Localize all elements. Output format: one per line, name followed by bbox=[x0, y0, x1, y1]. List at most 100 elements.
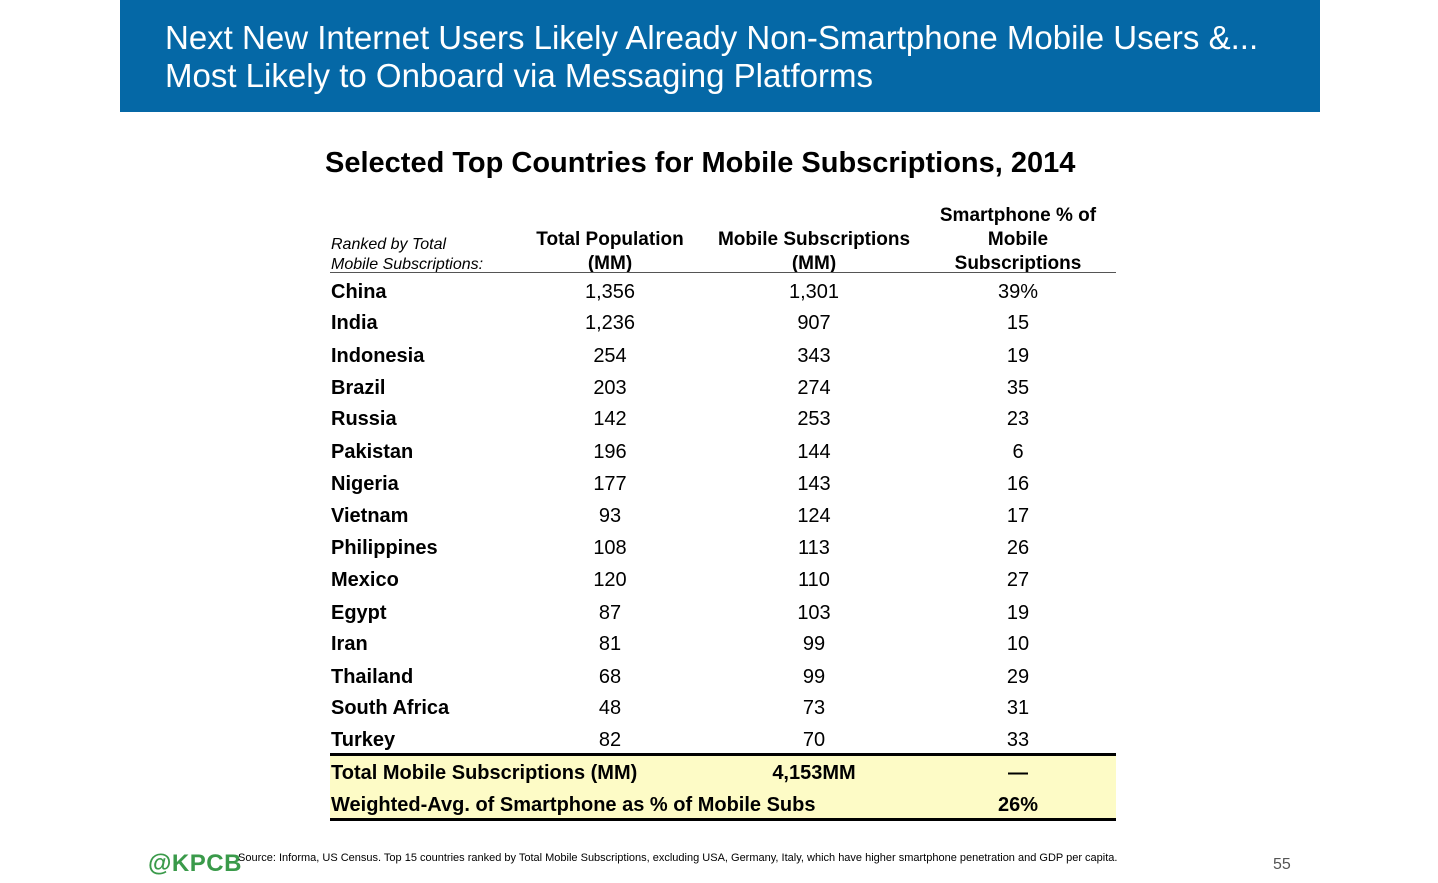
country-name: Vietnam bbox=[331, 505, 409, 527]
slide-title-line-1: Next New Internet Users Likely Already N… bbox=[165, 19, 1259, 56]
subscriptions-value: 1,301 bbox=[788, 281, 840, 303]
total-subscriptions-row: Total Mobile Subscriptions (MM) 4,153MM … bbox=[330, 757, 1116, 789]
table-row: Russia 142 253 23 bbox=[330, 403, 1116, 435]
smartphone-pct-value: 6 bbox=[1012, 441, 1024, 463]
subscriptions-value: 70 bbox=[802, 729, 826, 751]
population-value: 108 bbox=[593, 537, 627, 559]
population-value: 1,236 bbox=[584, 312, 636, 334]
totals-top-rule bbox=[330, 753, 1116, 756]
table-row: Mexico 120 110 27 bbox=[330, 564, 1116, 596]
population-value: 196 bbox=[593, 441, 627, 463]
population-value: 203 bbox=[593, 377, 627, 399]
table-row: Brazil 203 274 35 bbox=[330, 372, 1116, 404]
slide-title-line-2: Most Likely to Onboard via Messaging Pla… bbox=[165, 57, 873, 94]
subscriptions-value: 99 bbox=[802, 633, 826, 655]
country-name: India bbox=[331, 312, 378, 334]
table-row: India 1,236 907 15 bbox=[330, 307, 1116, 339]
subscriptions-value: 144 bbox=[797, 441, 831, 463]
column-header-subscriptions-line-2: (MM) bbox=[791, 253, 837, 274]
subscriptions-value: 110 bbox=[798, 569, 830, 591]
table-row: Iran 81 99 10 bbox=[330, 628, 1116, 660]
kpcb-logo: @KPCB bbox=[148, 850, 242, 877]
population-value: 68 bbox=[598, 666, 622, 688]
weighted-average-row: Weighted-Avg. of Smartphone as % of Mobi… bbox=[330, 789, 1116, 821]
country-name: Indonesia bbox=[331, 345, 425, 367]
country-name: Russia bbox=[331, 408, 397, 430]
total-subscriptions-value: 4,153MM bbox=[772, 762, 856, 784]
subscriptions-value: 253 bbox=[797, 408, 831, 430]
subscriptions-value: 113 bbox=[798, 537, 830, 559]
column-header-smartphone-line-3: Subscriptions bbox=[954, 253, 1082, 274]
table-row: Turkey 82 70 33 bbox=[330, 724, 1116, 756]
smartphone-pct-value: 29 bbox=[1006, 666, 1030, 688]
smartphone-pct-value: 35 bbox=[1006, 377, 1030, 399]
total-subscriptions-pct: — bbox=[1008, 762, 1028, 784]
country-name: Brazil bbox=[331, 377, 386, 399]
subscriptions-value: 274 bbox=[797, 377, 831, 399]
column-header-subscriptions-line-1: Mobile Subscriptions bbox=[717, 229, 911, 250]
weighted-average-label: Weighted-Avg. of Smartphone as % of Mobi… bbox=[331, 794, 816, 816]
smartphone-pct-value: 17 bbox=[1006, 505, 1030, 527]
table-row: Indonesia 254 343 19 bbox=[330, 340, 1116, 372]
smartphone-pct-value: 39% bbox=[997, 281, 1039, 303]
country-name: South Africa bbox=[331, 697, 450, 719]
table-row: Nigeria 177 143 16 bbox=[330, 468, 1116, 500]
smartphone-pct-value: 31 bbox=[1006, 697, 1030, 719]
weighted-average-value: 26% bbox=[997, 794, 1039, 816]
smartphone-pct-value: 19 bbox=[1006, 602, 1030, 624]
smartphone-pct-value: 19 bbox=[1006, 345, 1030, 367]
subscriptions-value: 343 bbox=[797, 345, 831, 367]
smartphone-pct-value: 10 bbox=[1006, 633, 1030, 655]
source-note: Source: Informa, US Census. Top 15 count… bbox=[238, 852, 1118, 864]
smartphone-pct-value: 23 bbox=[1006, 408, 1030, 430]
slide-header-banner: Next New Internet Users Likely Already N… bbox=[120, 0, 1320, 112]
population-value: 81 bbox=[598, 633, 622, 655]
table-row: China 1,356 1,301 39% bbox=[330, 276, 1116, 308]
totals-block: Total Mobile Subscriptions (MM) 4,153MM … bbox=[330, 756, 1116, 820]
table-row: Egypt 87 103 19 bbox=[330, 597, 1116, 629]
country-name: Mexico bbox=[331, 569, 399, 591]
column-header-population: Total Population (MM) bbox=[520, 228, 700, 276]
total-subscriptions-label: Total Mobile Subscriptions (MM) bbox=[331, 762, 638, 784]
column-header-population-line-2: (MM) bbox=[587, 253, 633, 274]
column-header-population-line-1: Total Population bbox=[536, 229, 684, 250]
country-name: Pakistan bbox=[331, 441, 414, 463]
table-row: Pakistan 196 144 6 bbox=[330, 436, 1116, 468]
column-header-smartphone-pct: Smartphone % of Mobile Subscriptions bbox=[918, 204, 1118, 276]
subscriptions-value: 124 bbox=[797, 505, 831, 527]
page-number: 55 bbox=[1273, 856, 1291, 873]
rank-note: Ranked by Total Mobile Subscriptions: bbox=[331, 235, 483, 275]
population-value: 93 bbox=[598, 505, 622, 527]
smartphone-pct-value: 27 bbox=[1006, 569, 1030, 591]
table-title: Selected Top Countries for Mobile Subscr… bbox=[325, 147, 1076, 179]
column-header-smartphone-line-1: Smartphone % of bbox=[939, 205, 1097, 226]
table-row: South Africa 48 73 31 bbox=[330, 692, 1116, 724]
smartphone-pct-value: 33 bbox=[1006, 729, 1030, 751]
rank-note-line-2: Mobile Subscriptions: bbox=[331, 256, 484, 273]
column-header-smartphone-line-2: Mobile bbox=[987, 229, 1049, 250]
subscriptions-value: 73 bbox=[802, 697, 826, 719]
population-value: 48 bbox=[598, 697, 622, 719]
header-rule bbox=[330, 272, 1116, 273]
column-header-subscriptions: Mobile Subscriptions (MM) bbox=[704, 228, 924, 276]
population-value: 177 bbox=[593, 473, 627, 495]
country-name: Turkey bbox=[331, 729, 396, 751]
subscriptions-value: 907 bbox=[797, 312, 831, 334]
rank-note-line-1: Ranked by Total bbox=[331, 236, 447, 253]
country-name: Thailand bbox=[331, 666, 414, 688]
population-value: 1,356 bbox=[584, 281, 636, 303]
country-name: Philippines bbox=[331, 537, 438, 559]
subscriptions-value: 143 bbox=[797, 473, 831, 495]
table-row: Philippines 108 113 26 bbox=[330, 532, 1116, 564]
population-value: 87 bbox=[598, 602, 622, 624]
country-name: Nigeria bbox=[331, 473, 399, 495]
table-row: Vietnam 93 124 17 bbox=[330, 500, 1116, 532]
table-row: Thailand 68 99 29 bbox=[330, 661, 1116, 693]
smartphone-pct-value: 16 bbox=[1006, 473, 1030, 495]
population-value: 120 bbox=[593, 569, 627, 591]
subscriptions-value: 103 bbox=[797, 602, 831, 624]
population-value: 82 bbox=[598, 729, 622, 751]
smartphone-pct-value: 26 bbox=[1006, 537, 1030, 559]
smartphone-pct-value: 15 bbox=[1006, 312, 1030, 334]
country-name: China bbox=[331, 281, 387, 303]
